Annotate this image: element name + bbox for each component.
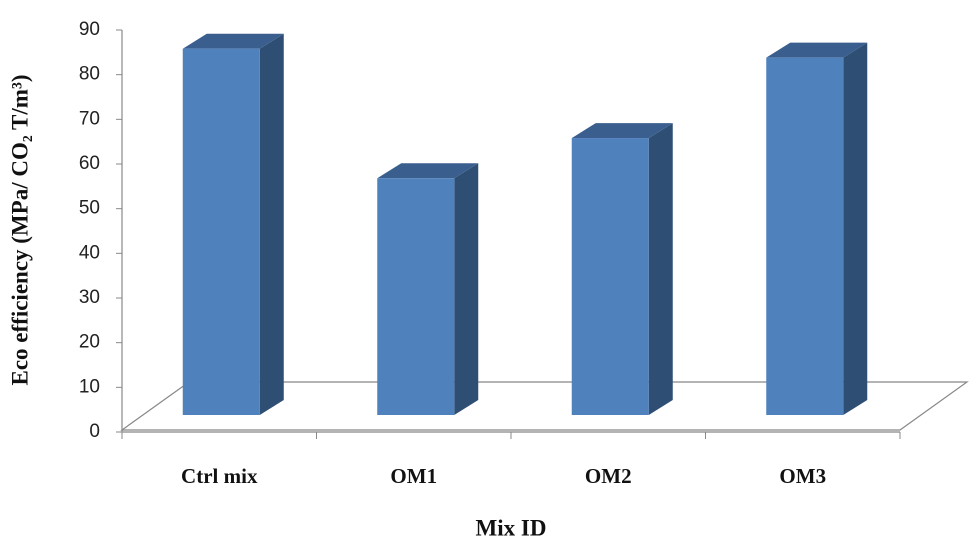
bar-top bbox=[766, 42, 868, 58]
bar-side bbox=[648, 123, 673, 416]
bar-top bbox=[182, 33, 284, 49]
bar bbox=[571, 138, 649, 416]
y-tick-label: 90 bbox=[79, 19, 100, 40]
y-tick-label: 0 bbox=[89, 421, 100, 442]
y-tick-label: 20 bbox=[79, 332, 100, 353]
y-tick-label: 40 bbox=[79, 242, 100, 263]
bar-side bbox=[843, 42, 868, 416]
y-tick-label: 80 bbox=[79, 64, 100, 85]
y-axis-title: Eco efficiency (MPa/ CO₂ T/m³) bbox=[7, 74, 32, 385]
x-tick-label: OM1 bbox=[390, 464, 437, 488]
y-tick-label: 30 bbox=[79, 287, 100, 308]
bar-side bbox=[454, 163, 479, 415]
x-axis-title: Mix ID bbox=[476, 515, 547, 540]
bar bbox=[377, 178, 455, 415]
y-tick-label: 70 bbox=[79, 108, 100, 129]
floor bbox=[120, 381, 969, 431]
bar bbox=[182, 48, 260, 415]
bar bbox=[766, 57, 844, 416]
y-tick-label: 50 bbox=[79, 198, 100, 219]
y-tick-label: 60 bbox=[79, 153, 100, 174]
bar-side bbox=[259, 33, 284, 415]
x-tick-label: OM2 bbox=[585, 464, 632, 488]
bar-top bbox=[377, 163, 479, 179]
bar-top bbox=[571, 123, 673, 139]
y-tick-label: 10 bbox=[79, 376, 100, 397]
x-tick-label: OM3 bbox=[779, 464, 826, 488]
x-tick-label: Ctrl mix bbox=[181, 464, 258, 488]
